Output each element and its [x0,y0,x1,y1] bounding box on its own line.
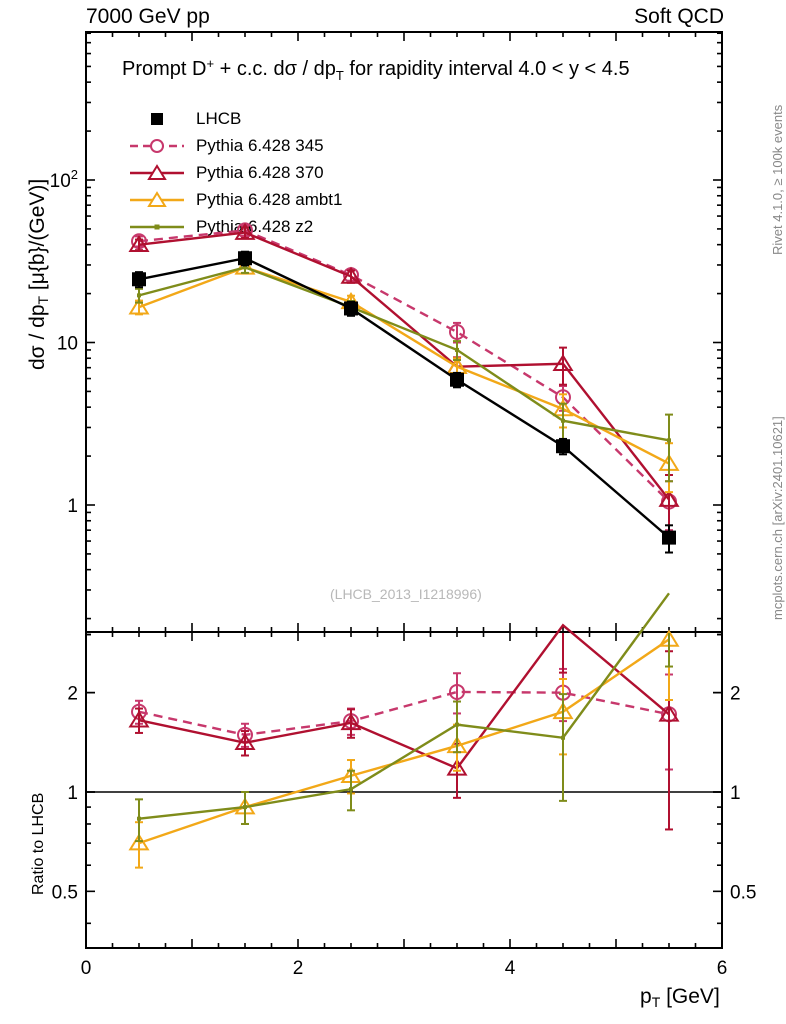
legend-label: Pythia 6.428 370 [196,163,324,182]
legend-marker-small-dot [130,224,184,229]
legend-item-pythia-6-428-ambt1[interactable]: Pythia 6.428 ambt1 [128,186,342,213]
legend-label: Pythia 6.428 345 [196,136,324,155]
x-tick-label: 0 [81,958,92,979]
y-tick-label-ratio-right: 1 [730,783,741,804]
data-marker-dot [561,735,565,740]
legend-marker-open-triangle [130,190,184,207]
y-tick-label-ratio-right: 2 [730,684,741,705]
legend-label: Pythia 6.428 z2 [196,217,314,236]
x-tick-label: 4 [505,958,516,979]
legend-marker-open-circle [130,138,184,153]
x-tick-label: 2 [293,958,304,979]
data-marker-triangle [128,297,150,315]
series-line [138,592,670,820]
x-axis-title-sub: T [651,994,661,1010]
series-line [138,229,670,503]
plot-title: Prompt D+ + c.c. dσ / dpT for rapidity i… [122,56,630,83]
legend-item-pythia-6-428-345[interactable]: Pythia 6.428 345 [128,132,342,159]
y-tick-label-ratio-left: 2 [67,684,78,705]
y-tick-label-ratio-left: 1 [67,783,78,804]
series-line [138,256,670,539]
series-line [138,623,670,770]
y-tick-label-main: 1 [67,496,78,517]
legend-marker-open-triangle [130,163,184,180]
legend: LHCB Pythia 6.428 345 Pythia 6.428 370 Pyth… [128,105,342,240]
data-marker-triangle [128,234,150,252]
data-marker-circle [449,324,465,341]
data-marker-triangle [340,266,362,284]
x-axis-title: pT [GeV] [640,985,720,1010]
y-tick-label-ratio-left: 0.5 [52,882,78,903]
legend-label: Pythia 6.428 ambt1 [196,190,343,209]
plot-title-part1: Prompt D [122,58,207,80]
data-marker-dot [455,722,459,727]
legend-label: LHCB [196,109,242,128]
plot-title-part2: + c.c. dσ / dp [214,58,336,80]
y-tick-label-ratio-right: 0.5 [730,882,756,903]
series-line [138,690,670,737]
data-marker-triangle [658,489,680,507]
data-marker-dot [667,438,671,443]
data-marker-dot [137,816,141,821]
header-right: Soft QCD [634,5,724,28]
data-marker-square [662,530,676,545]
legend-item-pythia-6-428-z2[interactable]: Pythia 6.428 z2 [128,213,342,240]
data-marker-square [556,439,570,454]
data-marker-dot [455,347,459,352]
y-tick-label-main: 10 [57,334,78,355]
data-marker-square [450,372,464,387]
data-marker-triangle [234,222,256,240]
x-axis-title-part-a: p [640,985,652,1008]
series-line [138,231,670,501]
series-line [138,266,670,442]
legend-item-lhcb[interactable]: LHCB [128,105,342,132]
dataset-watermark: (LHCB_2013_I1218996) [330,586,482,602]
main-panel-frame [85,31,723,633]
data-marker-triangle [128,833,150,851]
data-marker-dot [561,418,565,423]
header-left: 7000 GeV pp [86,5,210,28]
y-tick-label-main: 102 [50,167,78,192]
data-marker-dot [349,787,353,792]
data-marker-triangle [128,710,150,728]
legend-marker-filled-square [151,112,163,125]
series-line [138,266,670,465]
plot-title-sub: T [335,68,344,83]
data-marker-square [132,272,146,287]
data-marker-dot [243,805,247,810]
data-marker-triangle [446,758,468,776]
legend-item-pythia-6-428-370[interactable]: Pythia 6.428 370 [128,159,342,186]
x-axis-title-part-b: [GeV] [660,985,720,1008]
series-line [138,638,670,845]
data-marker-circle [449,683,465,700]
plot-title-sup: + [206,56,215,71]
data-marker-square [238,251,252,266]
data-marker-triangle [234,732,256,751]
x-tick-label: 6 [717,958,728,979]
data-marker-dot [243,265,247,270]
data-marker-square [344,301,358,316]
data-marker-triangle [340,713,362,731]
data-marker-triangle [552,353,574,372]
plot-title-part3: for rapidity interval 4.0 < y < 4.5 [343,58,630,80]
data-marker-dot [137,293,141,298]
data-marker-triangle [658,704,680,722]
